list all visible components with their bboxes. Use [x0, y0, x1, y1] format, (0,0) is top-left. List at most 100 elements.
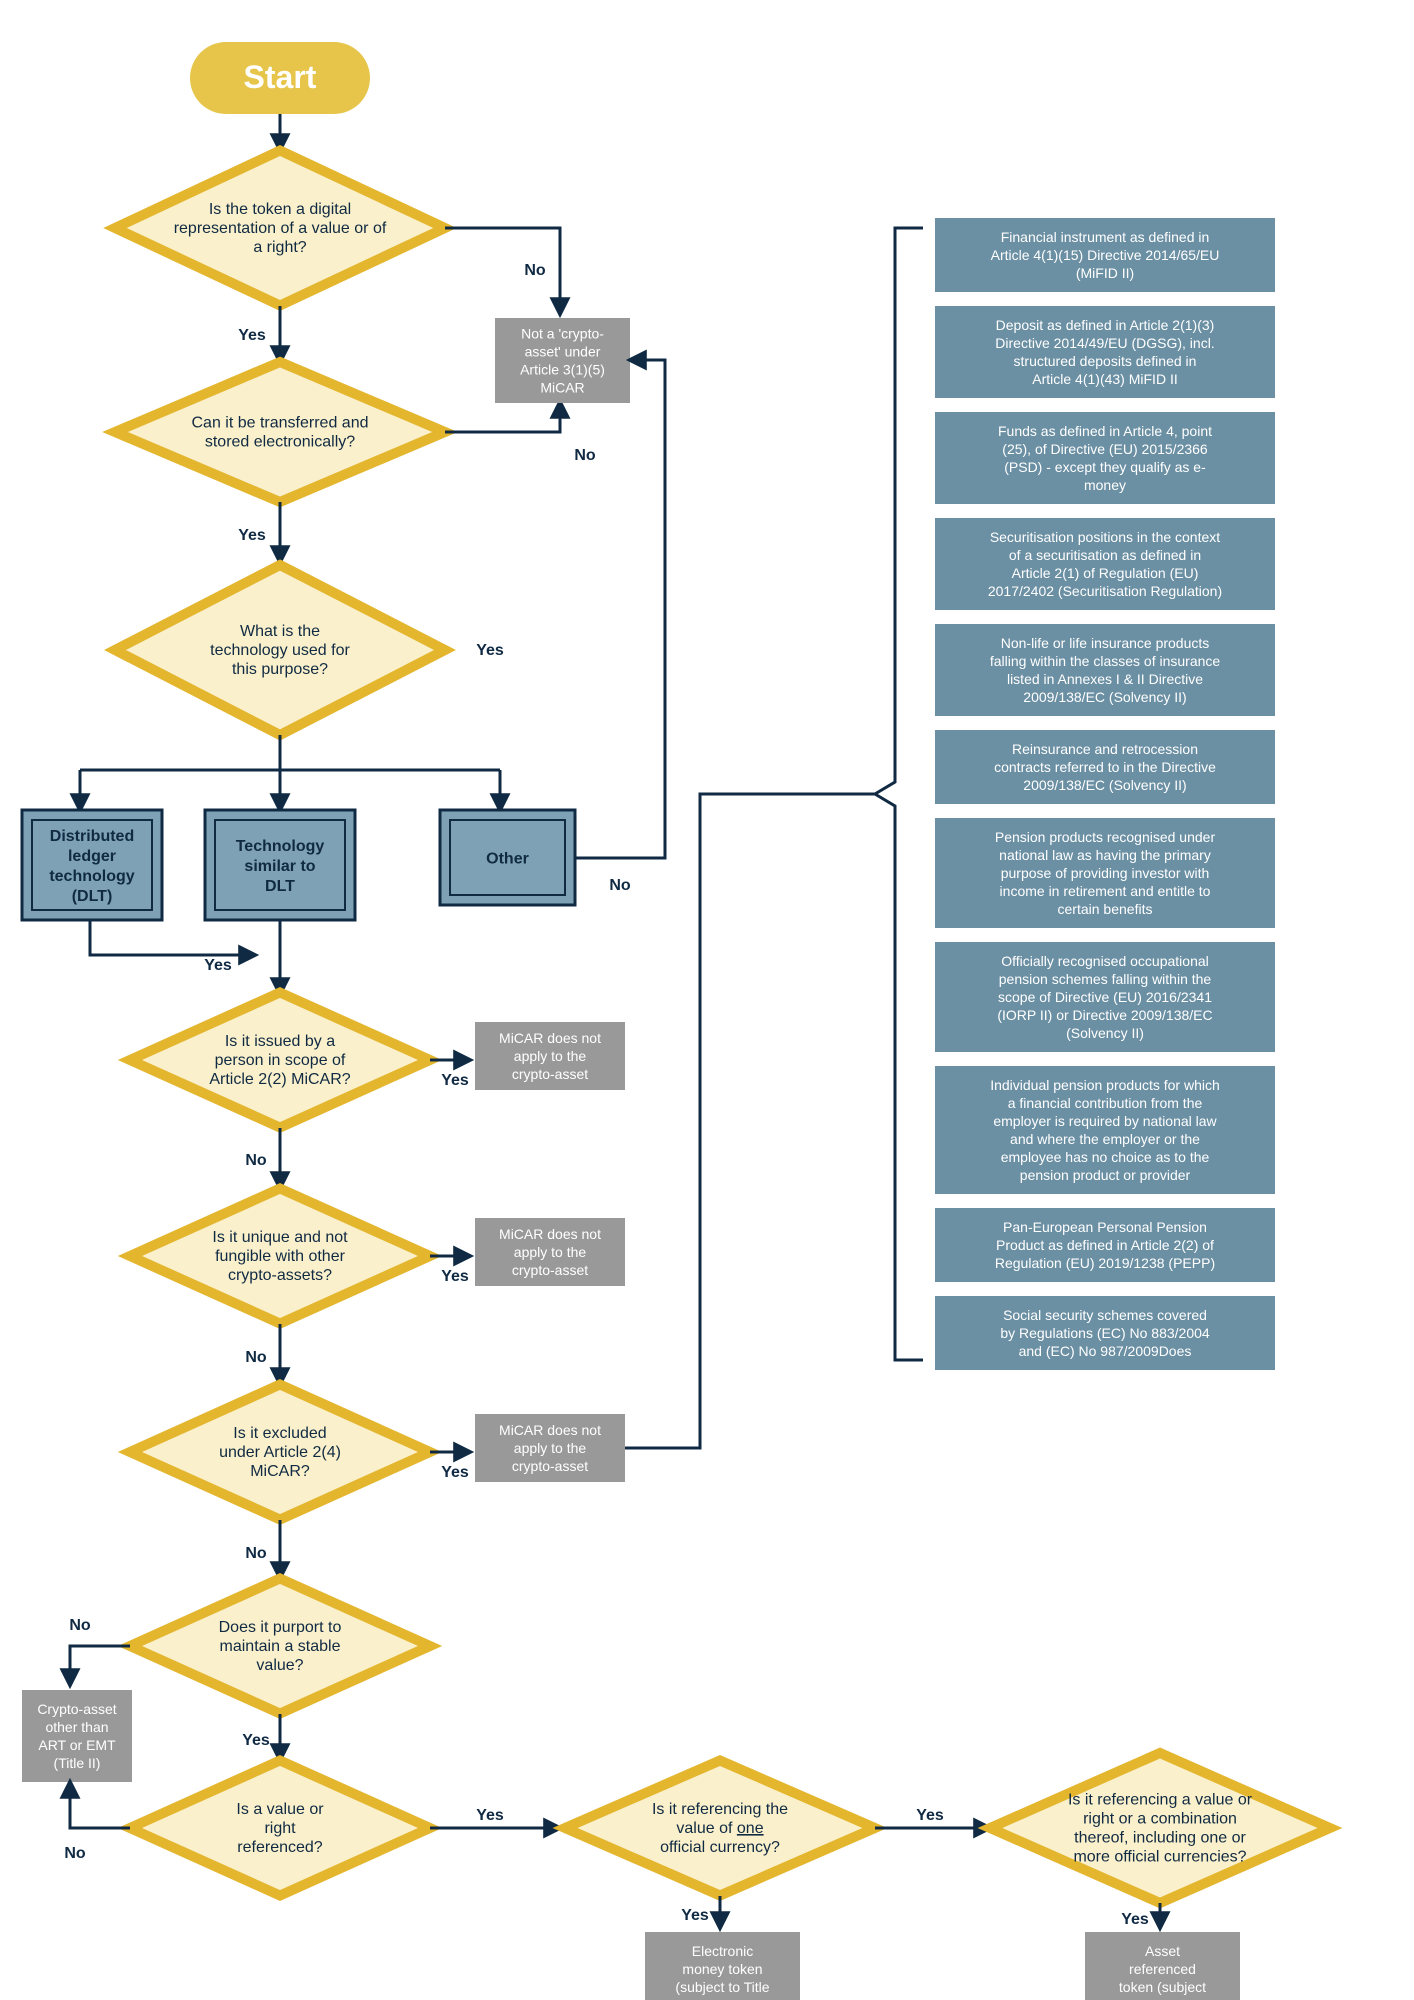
start-node: Start [190, 42, 370, 114]
svg-text:thereof, including one or: thereof, including one or [1074, 1830, 1246, 1847]
svg-text:structured deposits defined in: structured deposits defined in [1014, 353, 1197, 369]
svg-text:What is the: What is the [240, 623, 320, 640]
svg-text:a right?: a right? [253, 239, 306, 256]
svg-text:Article 2(1) of Regulation (EU: Article 2(1) of Regulation (EU) [1012, 565, 1199, 581]
svg-text:crypto-asset: crypto-asset [512, 1458, 588, 1474]
svg-text:No: No [245, 1545, 267, 1562]
svg-text:Funds as defined in Article 4,: Funds as defined in Article 4, point [998, 423, 1212, 439]
svg-text:Can it be transferred and: Can it be transferred and [192, 415, 369, 432]
svg-text:apply to the: apply to the [514, 1440, 587, 1456]
svg-text:Non-life or life insurance pro: Non-life or life insurance products [1001, 635, 1210, 651]
svg-text:Social security schemes covere: Social security schemes covered [1003, 1307, 1207, 1323]
svg-text:apply to the: apply to the [514, 1244, 587, 1260]
svg-text:and where the employer or the: and where the employer or the [1010, 1131, 1200, 1147]
svg-text:fungible with other: fungible with other [215, 1248, 346, 1265]
tech-dlt: Distributedledgertechnology(DLT) [22, 810, 162, 920]
svg-text:certain benefits: certain benefits [1058, 901, 1153, 917]
svg-text:(DLT): (DLT) [72, 888, 113, 905]
svg-text:Technology: Technology [236, 838, 325, 855]
svg-text:No: No [245, 1152, 267, 1169]
svg-text:No: No [245, 1349, 267, 1366]
svg-text:under Article 2(4): under Article 2(4) [219, 1444, 341, 1461]
svg-text:(Solvency II): (Solvency II) [1066, 1025, 1144, 1041]
right-item-8: Individual pension products for whicha f… [935, 1066, 1275, 1194]
right-item-9: Pan-European Personal PensionProduct as … [935, 1208, 1275, 1282]
result-title2: Crypto-assetother thanART or EMT(Title I… [22, 1690, 132, 1782]
svg-text:stored electronically?: stored electronically? [205, 434, 355, 451]
svg-text:Deposit as defined in Article: Deposit as defined in Article 2(1)(3) [996, 317, 1215, 333]
svg-text:No: No [574, 447, 596, 464]
result-micar-na3: MiCAR does notapply to thecrypto-asset [475, 1414, 625, 1482]
svg-text:Regulation (EU) 2019/1238 (PEP: Regulation (EU) 2019/1238 (PEPP) [995, 1255, 1215, 1271]
right-item-6: Pension products recognised under nationa… [935, 818, 1275, 928]
svg-text:asset' under: asset' under [525, 344, 601, 360]
svg-text:Crypto-asset: Crypto-asset [37, 1701, 116, 1717]
svg-text:Yes: Yes [476, 1807, 504, 1824]
svg-text:Article 3(1)(5): Article 3(1)(5) [520, 362, 605, 378]
svg-text:Distributed: Distributed [50, 828, 134, 845]
svg-text:Directive 2014/49/EU (DGSG), i: Directive 2014/49/EU (DGSG), incl. [995, 335, 1214, 351]
svg-text:Pension products recognised un: Pension products recognised under [995, 829, 1216, 845]
svg-text:Other: Other [486, 851, 529, 868]
svg-text:(MiFID II): (MiFID II) [1076, 265, 1134, 281]
svg-text:purpose of providing investor: purpose of providing investor with [1001, 865, 1210, 881]
diamond-d4: Is it issued by a person in scope of Artic… [130, 993, 430, 1128]
result-emt: Electronicmoney token(subject to TitleIV… [645, 1932, 800, 2000]
right-item-5: Reinsurance and retrocession contracts re… [935, 730, 1275, 804]
svg-text:MiCAR?: MiCAR? [250, 1463, 310, 1480]
svg-text:Yes: Yes [441, 1268, 469, 1285]
svg-text:(25), of Directive (EU) 2015/2: (25), of Directive (EU) 2015/2366 [1002, 441, 1208, 457]
svg-text:referenced: referenced [1129, 1961, 1196, 1977]
diamond-d1: Is the token a digitalrepresentation of … [115, 151, 445, 306]
svg-text:Is the token a digital: Is the token a digital [209, 201, 351, 218]
svg-text:maintain a stable: maintain a stable [220, 1638, 341, 1655]
svg-text:Is a value or: Is a value or [236, 1801, 324, 1818]
svg-text:falling within the classes of: falling within the classes of insurance [990, 653, 1221, 669]
svg-text:Is it unique and not: Is it unique and not [212, 1229, 348, 1246]
svg-text:national law as having the pri: national law as having the primary [999, 847, 1211, 863]
svg-text:Financial instrument as define: Financial instrument as defined in [1001, 229, 1210, 245]
svg-text:right or a combination: right or a combination [1083, 1811, 1237, 1828]
svg-text:Is it referencing the: Is it referencing the [652, 1801, 788, 1818]
svg-text:Is it issued by a: Is it issued by a [225, 1033, 335, 1050]
svg-text:contracts referred to in the D: contracts referred to in the Directive [994, 759, 1216, 775]
svg-text:No: No [609, 877, 631, 894]
svg-text:crypto-assets?: crypto-assets? [228, 1267, 332, 1284]
svg-text:Start: Start [244, 59, 317, 95]
svg-text:Is it referencing a value or: Is it referencing a value or [1068, 1792, 1253, 1809]
svg-text:(IORP II) or Directive 2009/13: (IORP II) or Directive 2009/138/EC [997, 1007, 1212, 1023]
svg-text:Yes: Yes [238, 527, 266, 544]
svg-text:token (subject: token (subject [1119, 1979, 1206, 1995]
svg-text:Yes: Yes [441, 1464, 469, 1481]
svg-text:Article 2(2) MiCAR?: Article 2(2) MiCAR? [209, 1071, 350, 1088]
svg-text:Pan-European Personal Pension: Pan-European Personal Pension [1003, 1219, 1207, 1235]
svg-text:more official currencies?: more official currencies? [1073, 1849, 1246, 1866]
diamond-d6: Is it excludedunder Article 2(4)MiCAR? [130, 1385, 430, 1520]
svg-text:No: No [524, 262, 546, 279]
svg-text:2017/2402 (Securitisation Regu: 2017/2402 (Securitisation Regulation) [988, 583, 1222, 599]
svg-text:MiCAR: MiCAR [540, 380, 584, 396]
svg-text:Article 4(1)(15) Directive 201: Article 4(1)(15) Directive 2014/65/EU [991, 247, 1220, 263]
svg-text:person in scope of: person in scope of [215, 1052, 346, 1069]
right-item-2: Funds as defined in Article 4, point (25)… [935, 412, 1275, 504]
result-art: Assetreferencedtoken (subjectto Title II… [1085, 1932, 1240, 2000]
svg-text:Yes: Yes [242, 1732, 270, 1749]
svg-text:Yes: Yes [204, 957, 232, 974]
svg-text:Yes: Yes [476, 642, 504, 659]
svg-text:value?: value? [256, 1657, 303, 1674]
diamond-d5: Is it unique and not fungible with other c… [130, 1189, 430, 1324]
svg-text:similar to: similar to [244, 858, 315, 875]
flowchart: Start Is the token a digitalrepresentatio… [0, 0, 1414, 2000]
svg-text:Reinsurance and retrocession: Reinsurance and retrocession [1012, 741, 1198, 757]
svg-text:(PSD) - except they qualify as: (PSD) - except they qualify as e- [1004, 459, 1206, 475]
svg-text:crypto-asset: crypto-asset [512, 1262, 588, 1278]
svg-text:technology used for: technology used for [210, 642, 350, 659]
result-micar-na1: MiCAR does notapply to thecrypto-asset [475, 1022, 625, 1090]
svg-text:MiCAR does not: MiCAR does not [499, 1030, 601, 1046]
svg-text:MiCAR does not: MiCAR does not [499, 1226, 601, 1242]
svg-text:2009/138/EC (Solvency II): 2009/138/EC (Solvency II) [1023, 777, 1186, 793]
svg-text:Yes: Yes [916, 1807, 944, 1824]
svg-text:No: No [69, 1617, 91, 1634]
right-item-10: Social security schemes coveredby Regula… [935, 1296, 1275, 1370]
svg-text:money token: money token [682, 1961, 762, 1977]
